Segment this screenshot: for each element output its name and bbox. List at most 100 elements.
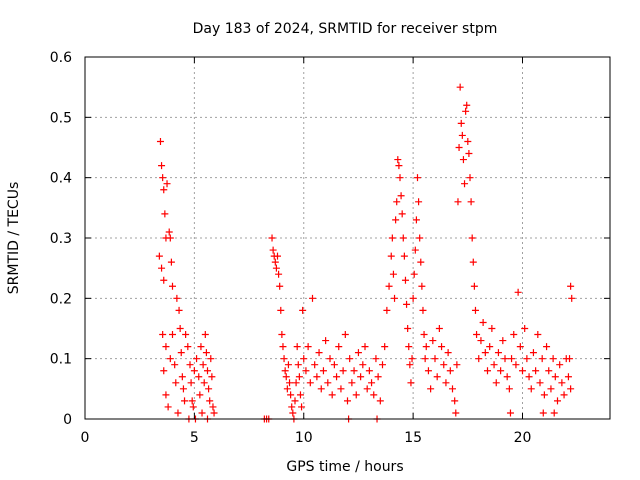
data-point — [274, 252, 281, 260]
data-point — [407, 379, 415, 387]
data-point — [464, 137, 472, 145]
data-point — [385, 282, 393, 290]
data-point — [438, 343, 446, 351]
data-point — [275, 270, 283, 278]
data-point — [506, 409, 514, 417]
data-point — [159, 331, 167, 339]
data-point — [162, 391, 170, 399]
data-point — [289, 409, 297, 417]
data-point — [280, 355, 288, 363]
data-point — [317, 385, 325, 393]
data-point — [370, 391, 378, 399]
data-point — [421, 355, 429, 363]
data-point — [208, 373, 216, 381]
data-point — [534, 331, 542, 339]
data-point — [429, 337, 437, 345]
y-tick-label: 0.2 — [50, 291, 72, 307]
x-tick-label: 5 — [190, 430, 199, 446]
data-point — [279, 343, 287, 351]
data-point — [397, 192, 405, 200]
data-point — [333, 373, 341, 381]
x-tick-label: 0 — [81, 430, 90, 446]
data-point — [379, 361, 386, 369]
data-point — [330, 361, 338, 369]
data-point — [451, 397, 459, 405]
data-point — [339, 367, 347, 375]
data-point — [294, 361, 302, 369]
data-point — [484, 367, 491, 375]
data-point — [295, 373, 303, 381]
data-point — [292, 379, 300, 387]
x-tick-label: 20 — [514, 430, 532, 446]
data-point — [401, 276, 409, 284]
data-point — [567, 282, 575, 290]
data-point — [179, 385, 187, 393]
data-point — [392, 216, 400, 224]
data-point — [427, 385, 435, 393]
data-point — [529, 349, 537, 357]
data-point — [281, 367, 289, 375]
data-point — [408, 355, 416, 363]
data-point — [479, 318, 487, 326]
y-tick-label: 0.5 — [50, 110, 72, 126]
data-point — [497, 367, 505, 375]
data-point — [446, 367, 454, 375]
data-point — [505, 385, 513, 393]
data-point — [532, 367, 540, 375]
data-point — [335, 343, 343, 351]
data-point — [444, 349, 452, 357]
data-point — [383, 306, 391, 314]
data-point — [488, 325, 496, 332]
data-point — [416, 234, 424, 242]
data-point — [158, 162, 166, 170]
data-point — [372, 355, 380, 363]
data-point — [322, 337, 330, 345]
data-point — [492, 379, 500, 387]
data-point — [516, 343, 524, 351]
data-point — [490, 361, 498, 369]
data-point — [302, 367, 310, 375]
data-point — [204, 367, 211, 375]
data-point — [160, 276, 168, 284]
data-point — [344, 397, 351, 405]
data-point — [155, 252, 163, 260]
data-point — [160, 186, 168, 194]
data-point — [396, 174, 404, 182]
data-point — [404, 325, 412, 332]
data-point — [419, 306, 427, 314]
data-point — [519, 367, 526, 375]
data-point — [354, 349, 362, 357]
data-point — [399, 234, 407, 242]
data-point — [277, 306, 285, 314]
data-point — [193, 355, 201, 363]
data-point — [189, 403, 197, 411]
data-point — [435, 325, 443, 332]
data-point — [359, 361, 367, 369]
data-point — [389, 270, 397, 278]
data-point — [466, 174, 474, 182]
data-point — [357, 373, 365, 381]
data-point — [167, 258, 175, 266]
data-point — [161, 210, 169, 218]
data-point — [551, 373, 559, 381]
data-point — [415, 198, 423, 206]
data-point — [201, 331, 209, 339]
data-point — [288, 403, 296, 411]
data-point — [501, 355, 509, 363]
data-point — [459, 156, 467, 164]
data-point — [268, 234, 276, 242]
data-point — [523, 355, 531, 363]
data-point — [410, 270, 418, 278]
data-point — [187, 379, 195, 387]
data-point — [475, 355, 483, 363]
data-point — [158, 264, 166, 272]
data-point — [210, 409, 218, 417]
data-point — [556, 361, 564, 369]
data-point — [467, 198, 475, 206]
data-point — [521, 325, 529, 332]
data-point — [400, 252, 408, 260]
data-point — [395, 162, 403, 170]
data-point — [494, 349, 502, 357]
data-point — [477, 337, 485, 345]
data-point — [550, 409, 558, 417]
